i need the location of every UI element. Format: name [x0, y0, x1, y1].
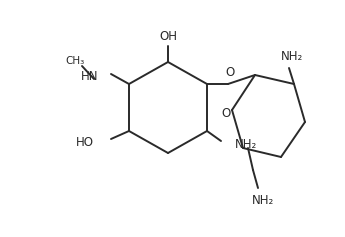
Text: HO: HO: [76, 137, 94, 150]
Text: NH₂: NH₂: [281, 50, 303, 63]
Text: O: O: [225, 65, 235, 78]
Text: CH₃: CH₃: [65, 56, 85, 66]
Text: O: O: [221, 106, 230, 119]
Text: NH₂: NH₂: [235, 138, 257, 151]
Text: HN: HN: [80, 69, 98, 82]
Text: OH: OH: [159, 29, 177, 42]
Text: NH₂: NH₂: [252, 193, 274, 206]
